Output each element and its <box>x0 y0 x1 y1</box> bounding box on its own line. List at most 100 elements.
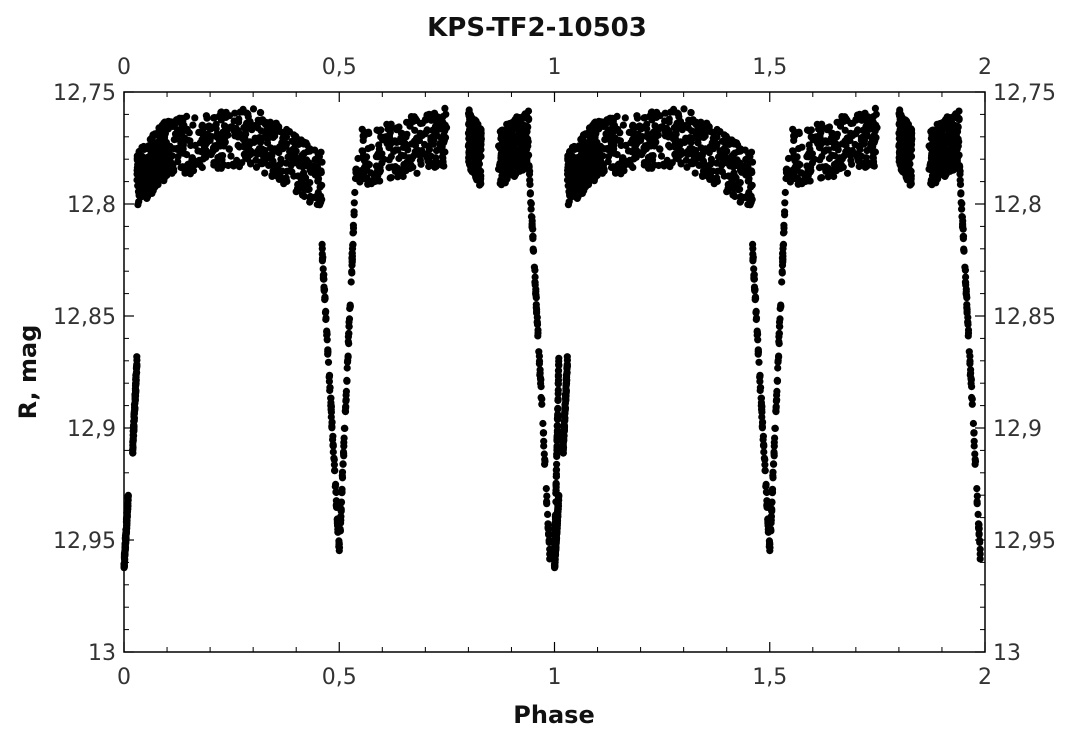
data-point <box>774 364 782 372</box>
data-point <box>331 466 339 475</box>
data-point <box>133 356 141 364</box>
data-point <box>299 169 308 177</box>
data-point <box>159 161 167 170</box>
data-point <box>770 452 778 460</box>
data-point <box>905 151 913 159</box>
data-point <box>818 174 826 182</box>
data-point <box>730 138 738 146</box>
data-point <box>155 124 163 132</box>
data-point <box>291 141 299 149</box>
data-point <box>217 116 225 124</box>
data-point <box>652 138 660 146</box>
data-point <box>767 519 775 527</box>
data-point <box>854 127 862 135</box>
data-point <box>379 136 387 144</box>
x-tick-label-bottom: 2 <box>978 665 992 690</box>
data-point <box>795 128 803 136</box>
data-point <box>196 139 204 147</box>
data-point <box>955 162 964 170</box>
data-point <box>543 500 551 508</box>
data-point <box>745 175 753 183</box>
data-point <box>575 174 583 182</box>
data-point <box>539 419 547 428</box>
data-point <box>274 122 282 131</box>
data-point <box>258 145 266 153</box>
data-point <box>503 120 511 128</box>
data-point <box>354 154 362 163</box>
data-point <box>827 134 835 142</box>
data-point <box>337 499 345 507</box>
data-point <box>531 266 539 274</box>
data-point <box>966 352 974 360</box>
data-point <box>761 456 769 464</box>
data-point <box>315 153 323 161</box>
data-point <box>956 170 964 178</box>
data-point <box>177 163 185 172</box>
data-point <box>536 366 544 374</box>
data-point <box>335 547 343 555</box>
data-point <box>794 160 803 168</box>
data-point <box>604 153 613 161</box>
data-point <box>243 119 251 127</box>
data-point <box>503 138 511 146</box>
data-point <box>202 112 210 120</box>
data-point <box>640 114 648 122</box>
data-point <box>971 450 979 458</box>
x-tick-label-bottom: 0,5 <box>322 665 357 690</box>
data-point <box>963 301 971 309</box>
data-point <box>438 116 446 124</box>
data-point <box>349 240 357 248</box>
data-point <box>680 138 689 146</box>
data-point <box>503 164 511 172</box>
data-point <box>347 278 355 286</box>
data-point <box>555 361 563 370</box>
data-point <box>416 156 424 164</box>
data-point <box>862 123 870 131</box>
y-axis-title: R, mag <box>14 325 42 420</box>
data-point <box>961 278 970 286</box>
data-point <box>314 175 323 183</box>
data-point <box>768 499 776 507</box>
data-point <box>656 145 664 153</box>
data-point <box>441 127 449 135</box>
data-point <box>638 151 646 159</box>
data-point <box>836 164 845 173</box>
data-point <box>250 122 259 130</box>
data-point <box>323 336 331 344</box>
data-point <box>747 192 755 200</box>
data-point <box>604 145 612 153</box>
data-point <box>762 488 771 496</box>
data-point <box>762 480 770 488</box>
data-point <box>262 118 270 126</box>
data-point <box>927 142 935 150</box>
data-point <box>343 377 351 385</box>
data-point <box>687 108 695 117</box>
data-point <box>144 161 152 169</box>
data-point <box>332 480 340 488</box>
data-point <box>318 158 326 166</box>
data-point <box>367 180 375 188</box>
data-point <box>341 424 349 432</box>
data-point <box>970 442 978 450</box>
data-point <box>123 518 131 526</box>
data-point <box>529 235 537 243</box>
data-point <box>585 124 594 132</box>
data-point <box>153 178 161 186</box>
data-point <box>649 109 657 117</box>
data-point <box>948 119 956 127</box>
data-point <box>553 527 561 536</box>
data-point <box>319 274 327 282</box>
data-point <box>324 358 333 366</box>
data-point <box>421 116 429 124</box>
data-point <box>937 129 945 137</box>
data-point <box>290 154 298 162</box>
data-point <box>750 274 758 282</box>
data-point <box>933 120 941 128</box>
data-point <box>310 193 318 201</box>
data-point <box>344 333 352 341</box>
data-point <box>805 153 813 161</box>
data-point <box>773 396 781 404</box>
data-point <box>217 164 225 172</box>
data-point <box>693 130 701 138</box>
data-point <box>554 380 563 388</box>
